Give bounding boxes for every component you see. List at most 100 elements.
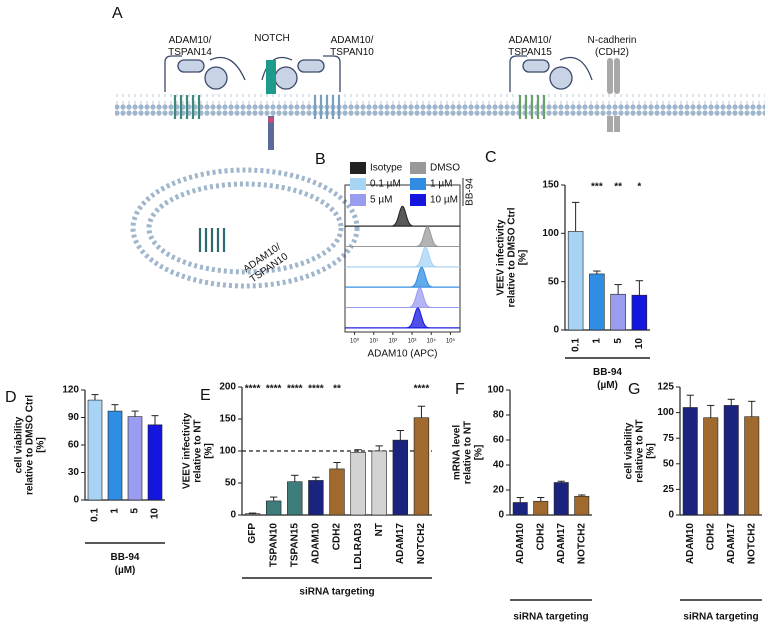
label-line: TSPAN10 [330,47,374,58]
x-tick-label: 0.1 [90,508,101,522]
notch-cleavage [268,117,274,123]
label: ADAM10/TSPAN15 [508,35,552,58]
legend-swatch [410,162,426,174]
x-tick-label: TSPAN10 [268,523,279,568]
x-tick-label: CDH2 [705,523,716,551]
y-tick-label: 0 [230,510,236,521]
y-tick-label: 80 [493,410,505,421]
text-block: siRNA targeting [683,612,758,623]
y-tick-label: 100 [219,446,236,457]
y-tick-label: 0 [553,325,559,336]
density-curve [345,266,460,288]
legend-label: DMSO [430,163,460,174]
bar [127,416,143,501]
text-line: relative to NT [193,419,204,482]
legend-group: BB-94 [465,178,476,206]
density-curve [345,307,460,329]
significance: **** [266,384,282,395]
significance: **** [414,384,430,395]
text-block: siRNA targeting [299,587,374,598]
panel-label: C [485,149,497,166]
label-line: ADAM10/ [509,35,552,46]
y-tick-label: 60 [493,435,505,446]
x-tick-label: ADAM17 [726,523,737,565]
label: ADAM10/TSPAN10 [330,35,374,58]
y-tick-label: 150 [542,180,559,191]
text-block: BB-94 (µM) [593,367,622,391]
notch-stub [268,116,274,150]
significance: **** [287,384,303,395]
x-tick-label: 10 [150,508,161,520]
text-block: BB-94 (µM) [111,552,140,576]
notch [266,60,276,94]
legend-label: 5 µM [370,195,392,206]
legend-label: 0.1 µM [370,179,401,190]
legend-label: 1 µM [430,179,452,190]
panel-label: G [628,381,640,398]
x-tick-label: 1 [110,508,121,514]
text-block: siRNA targeting [513,612,588,623]
x-tick-label: 1 [592,338,603,344]
text-line: mRNA level [452,425,463,480]
bar [631,294,648,331]
text-line: siRNA targeting [299,587,374,598]
vesicle-outer [130,167,360,289]
panel-label: A [112,5,123,22]
y-tick-label: 50 [548,276,560,287]
bar [147,424,163,501]
panel-label: D [5,389,17,406]
text-block: VEEV infectivity relative to NT [%] [182,412,215,489]
text-line: VEEV infectivity [496,219,507,296]
panel-label: E [200,387,211,404]
y-tick-label: 100 [542,228,559,239]
label-line: ADAM10/ [169,35,212,46]
bar [589,273,605,331]
x-axis-label: ADAM10 (APC) [367,349,437,360]
bar [87,399,103,501]
bar [392,439,409,516]
text-line: siRNA targeting [683,612,758,623]
text-line: relative to NT [635,419,646,482]
legend-swatch [350,194,366,206]
x-tick-label: 10² [389,339,398,345]
text-line: [%] [204,443,215,459]
x-tick-label: NOTCH2 [576,523,587,565]
label: N-cadherin (CDH2) [588,35,637,58]
bar [682,407,698,516]
panel-label: F [455,381,465,398]
bar [723,405,739,516]
y-tick-label: 75 [663,433,675,444]
density-curve [345,286,460,308]
protein-icons [164,55,593,92]
text-line: relative to DMSO Ctrl [507,207,518,307]
legend-swatch [350,162,366,174]
x-tick-label: NOTCH2 [416,523,427,565]
text-line: (µM) [597,380,618,391]
y-tick-label: 150 [219,414,236,425]
legend-swatch [410,178,426,190]
text-block: cell viability relative to DMSO Ctrl [%] [14,395,47,495]
bar [533,500,549,516]
x-tick-label: ADAM10 [515,523,526,565]
bar [287,481,303,516]
label-line: (CDH2) [595,47,629,58]
density-curve [345,205,460,227]
y-tick-label: 100 [657,407,674,418]
legend-swatch [410,194,426,206]
y-tick-label: 0 [498,510,504,521]
bar [371,450,387,516]
y-tick-label: 100 [487,385,504,396]
label-line: TSPAN14 [168,47,212,58]
significance: * [637,182,641,193]
text-line: BB-94 [111,552,140,563]
y-tick-label: 125 [657,382,674,393]
legend-label: Isotype [370,163,403,174]
bar [350,451,366,516]
x-tick-label: ADAM10 [311,523,322,565]
significance: ** [614,182,622,193]
plot-frame [344,184,461,333]
vesicle-inner [146,181,344,275]
bar [703,417,719,516]
x-tick-label: 10 [634,338,645,350]
